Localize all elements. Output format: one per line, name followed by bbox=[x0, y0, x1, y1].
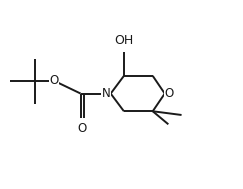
Text: O: O bbox=[78, 122, 87, 136]
Text: N: N bbox=[102, 87, 111, 100]
Text: OH: OH bbox=[114, 34, 133, 47]
Text: O: O bbox=[165, 87, 174, 100]
Text: O: O bbox=[50, 74, 59, 87]
